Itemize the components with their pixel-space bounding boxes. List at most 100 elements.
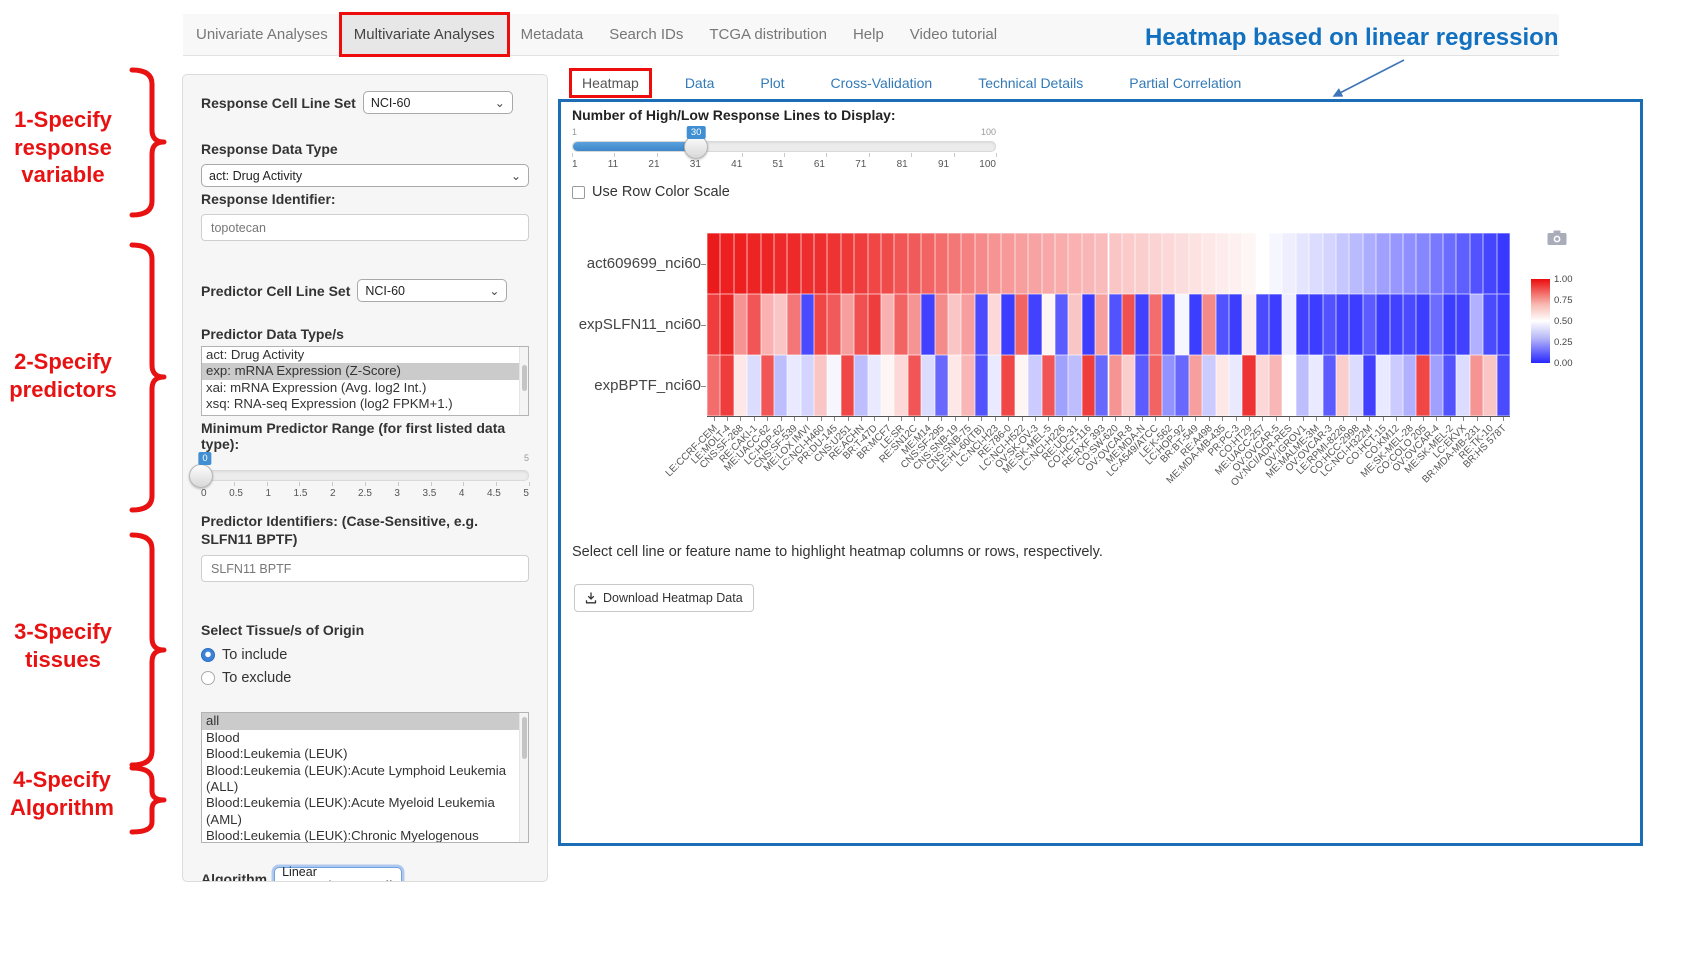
- heatmap-cell[interactable]: [1349, 294, 1362, 355]
- heatmap-cell[interactable]: [1456, 233, 1469, 294]
- heatmap-cell[interactable]: [1082, 294, 1095, 355]
- heatmap-cell[interactable]: [1256, 233, 1269, 294]
- heatmap-cell[interactable]: [961, 294, 974, 355]
- slider-track[interactable]: [572, 141, 996, 152]
- heatmap-cell[interactable]: [948, 233, 961, 294]
- heatmap-cell[interactable]: [894, 355, 907, 416]
- heatmap-cell[interactable]: [921, 355, 934, 416]
- heatmap-cell[interactable]: [1403, 355, 1416, 416]
- heatmap-cell[interactable]: [1135, 355, 1148, 416]
- predictor-data-type-option-xsq-rna-seq-expression-log2-fpkm-1[interactable]: xsq: RNA-seq Expression (log2 FPKM+1.): [202, 396, 528, 412]
- response-data-type-select[interactable]: act: Drug Activity ⌄: [201, 164, 529, 187]
- heatmap-cell[interactable]: [1390, 294, 1403, 355]
- heatmap-cell[interactable]: [1122, 355, 1135, 416]
- heatmap-cell[interactable]: [1403, 294, 1416, 355]
- heatmap-cell[interactable]: [1309, 355, 1322, 416]
- heatmap-cell[interactable]: [1028, 233, 1041, 294]
- slider-handle[interactable]: [189, 464, 213, 488]
- heatmap-cell[interactable]: [1149, 355, 1162, 416]
- heatmap-cell[interactable]: [1109, 233, 1122, 294]
- heatmap-cell[interactable]: [975, 355, 988, 416]
- predictor-cell-line-set-select[interactable]: NCI-60 ⌄: [357, 279, 507, 302]
- heatmap-cell[interactable]: [1282, 355, 1295, 416]
- heatmap-cell[interactable]: [881, 294, 894, 355]
- heatmap-cell[interactable]: [1363, 355, 1376, 416]
- heatmap-cell[interactable]: [1202, 294, 1215, 355]
- heatmap-cell[interactable]: [1216, 233, 1229, 294]
- heatmap-cell[interactable]: [747, 355, 760, 416]
- heatmap-cell[interactable]: [1269, 355, 1282, 416]
- heatmap-cell[interactable]: [1189, 355, 1202, 416]
- heatmap-cell[interactable]: [961, 233, 974, 294]
- heatmap-cell[interactable]: [734, 233, 747, 294]
- heatmap-cell[interactable]: [1430, 355, 1443, 416]
- heatmap-cell[interactable]: [1403, 233, 1416, 294]
- tissue-option-blood-leukemia-leuk-acute-lymphoid-leukemia-all[interactable]: Blood:Leukemia (LEUK):Acute Lymphoid Leu…: [202, 763, 528, 796]
- nav-item-multivariate-analyses[interactable]: Multivariate Analyses: [341, 14, 508, 55]
- heatmap-cell[interactable]: [881, 233, 894, 294]
- heatmap-cell[interactable]: [1296, 233, 1309, 294]
- heatmap-cell[interactable]: [1323, 233, 1336, 294]
- heatmap-cell[interactable]: [787, 294, 800, 355]
- heatmap-cell[interactable]: [1242, 355, 1255, 416]
- heatmap-cell[interactable]: [1082, 355, 1095, 416]
- heatmap-row-label-expslfn11-nci60[interactable]: expSLFN11_nci60: [569, 316, 701, 333]
- heatmap-cell[interactable]: [1376, 233, 1389, 294]
- heatmap-cell[interactable]: [854, 294, 867, 355]
- heatmap-cell[interactable]: [1095, 355, 1108, 416]
- heatmap-cell[interactable]: [1109, 294, 1122, 355]
- heatmap-cell[interactable]: [1109, 355, 1122, 416]
- predictor-data-type-option-exp-mrna-expression-z-score[interactable]: exp: mRNA Expression (Z-Score): [202, 363, 528, 379]
- heatmap-cell[interactable]: [1456, 294, 1469, 355]
- heatmap-cell[interactable]: [1483, 233, 1496, 294]
- heatmap-cell[interactable]: [1001, 294, 1014, 355]
- heatmap-cell[interactable]: [1336, 294, 1349, 355]
- predictor-data-type-option-act-drug-activity[interactable]: act: Drug Activity: [202, 347, 528, 363]
- heatmap-cell[interactable]: [935, 355, 948, 416]
- heatmap-cell[interactable]: [814, 233, 827, 294]
- heatmap-cell[interactable]: [935, 294, 948, 355]
- heatmap-cell[interactable]: [1189, 233, 1202, 294]
- response-cell-line-set-select[interactable]: NCI-60 ⌄: [363, 91, 513, 114]
- scrollbar[interactable]: [519, 347, 528, 415]
- heatmap-cell[interactable]: [801, 294, 814, 355]
- slider-track[interactable]: [201, 470, 529, 481]
- heatmap-row-label-act609699-nci60[interactable]: act609699_nci60: [569, 255, 701, 272]
- heatmap-cell[interactable]: [1376, 294, 1389, 355]
- heatmap-cell[interactable]: [1282, 294, 1295, 355]
- heatmap-cell[interactable]: [1135, 294, 1148, 355]
- heatmap-cell[interactable]: [908, 355, 921, 416]
- heatmap-cell[interactable]: [1416, 233, 1429, 294]
- heatmap-cell[interactable]: [1068, 233, 1081, 294]
- heatmap-cell[interactable]: [827, 294, 840, 355]
- heatmap-cell[interactable]: [774, 233, 787, 294]
- algorithm-select[interactable]: Linear Regression ⌄: [274, 867, 402, 882]
- nav-item-search-ids[interactable]: Search IDs: [596, 14, 696, 55]
- heatmap-cell[interactable]: [1095, 294, 1108, 355]
- heatmap-cell[interactable]: [841, 294, 854, 355]
- heatmap-cell[interactable]: [1229, 355, 1242, 416]
- heatmap-cell[interactable]: [720, 355, 733, 416]
- heatmap-cell[interactable]: [1256, 355, 1269, 416]
- nav-item-metadata[interactable]: Metadata: [508, 14, 597, 55]
- heatmap-cell[interactable]: [1001, 233, 1014, 294]
- heatmap-cell[interactable]: [720, 233, 733, 294]
- heatmap-cell[interactable]: [948, 294, 961, 355]
- heatmap-cell[interactable]: [1497, 355, 1510, 416]
- heatmap-cell[interactable]: [1055, 233, 1068, 294]
- heatmap-cell[interactable]: [1430, 294, 1443, 355]
- heatmap-cell[interactable]: [1122, 233, 1135, 294]
- heatmap-cell[interactable]: [1282, 233, 1295, 294]
- heatmap-cell[interactable]: [935, 233, 948, 294]
- heatmap-cell[interactable]: [921, 233, 934, 294]
- heatmap-cell[interactable]: [1269, 233, 1282, 294]
- heatmap-cell[interactable]: [1336, 355, 1349, 416]
- heatmap-cell[interactable]: [1015, 294, 1028, 355]
- heatmap-cell[interactable]: [801, 233, 814, 294]
- heatmap-cell[interactable]: [868, 294, 881, 355]
- download-heatmap-data-button[interactable]: Download Heatmap Data: [574, 584, 754, 612]
- heatmap-cell[interactable]: [761, 355, 774, 416]
- row-color-scale-checkbox[interactable]: [572, 186, 585, 199]
- heatmap-cell[interactable]: [1175, 233, 1188, 294]
- heatmap-cell[interactable]: [1202, 355, 1215, 416]
